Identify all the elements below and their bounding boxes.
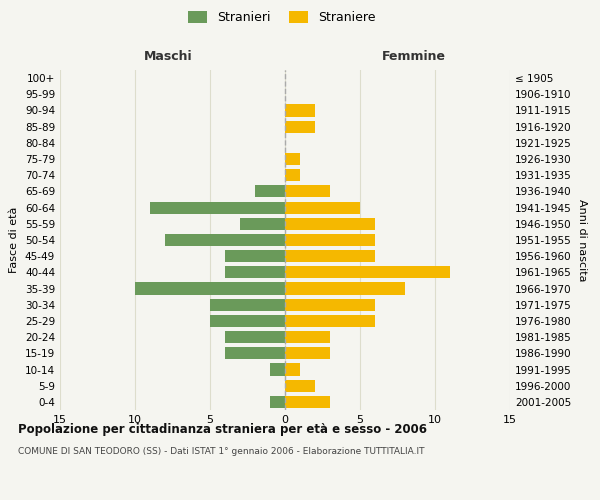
Bar xyxy=(285,266,450,278)
Bar xyxy=(225,250,285,262)
Bar xyxy=(285,218,375,230)
Bar xyxy=(285,202,360,213)
Bar xyxy=(285,234,375,246)
Bar xyxy=(285,364,300,376)
Y-axis label: Fasce di età: Fasce di età xyxy=(10,207,19,273)
Bar xyxy=(285,169,300,181)
Y-axis label: Anni di nascita: Anni di nascita xyxy=(577,198,587,281)
Text: COMUNE DI SAN TEODORO (SS) - Dati ISTAT 1° gennaio 2006 - Elaborazione TUTTITALI: COMUNE DI SAN TEODORO (SS) - Dati ISTAT … xyxy=(18,448,425,456)
Bar xyxy=(150,202,285,213)
Text: Popolazione per cittadinanza straniera per età e sesso - 2006: Popolazione per cittadinanza straniera p… xyxy=(18,422,427,436)
Bar xyxy=(270,396,285,408)
Bar xyxy=(270,364,285,376)
Bar xyxy=(285,282,405,294)
Bar xyxy=(285,348,330,360)
Bar xyxy=(225,266,285,278)
Bar xyxy=(210,298,285,311)
Bar xyxy=(285,104,315,117)
Bar xyxy=(285,186,330,198)
Bar xyxy=(285,331,330,343)
Text: Maschi: Maschi xyxy=(143,50,193,62)
Bar xyxy=(135,282,285,294)
Bar xyxy=(285,380,315,392)
Bar xyxy=(285,120,315,132)
Legend: Stranieri, Straniere: Stranieri, Straniere xyxy=(188,11,376,24)
Bar xyxy=(240,218,285,230)
Bar xyxy=(285,250,375,262)
Bar xyxy=(225,331,285,343)
Bar xyxy=(285,298,375,311)
Bar xyxy=(225,348,285,360)
Bar xyxy=(255,186,285,198)
Text: Femmine: Femmine xyxy=(382,50,446,62)
Bar xyxy=(165,234,285,246)
Bar xyxy=(285,153,300,165)
Bar xyxy=(285,396,330,408)
Bar xyxy=(285,315,375,327)
Bar xyxy=(210,315,285,327)
